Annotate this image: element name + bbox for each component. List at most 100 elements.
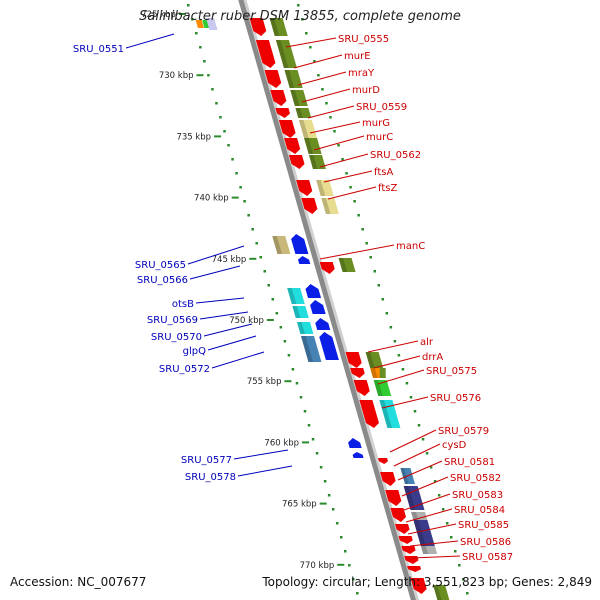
- forward-cds-arrow: [345, 352, 362, 368]
- scale-dot: [301, 18, 304, 21]
- scale-dot: [341, 158, 344, 161]
- gene-block-shade: [300, 336, 314, 362]
- gene-block: [316, 180, 334, 196]
- gene-label-right: SRU_0583: [452, 490, 503, 501]
- backbone-layer: [238, 0, 420, 600]
- scale-dot: [325, 102, 328, 105]
- scale-dot: [357, 214, 360, 217]
- forward-cds-arrow: [319, 262, 335, 274]
- gene-label-right: SRU_0585: [458, 520, 509, 531]
- scale-dot: [349, 186, 352, 189]
- gene-label-left: SRU_0565: [135, 260, 186, 271]
- label-leader: [389, 429, 437, 453]
- gene-block-shade: [272, 236, 282, 254]
- label-leader: [323, 170, 373, 183]
- scale-dot: [297, 4, 300, 7]
- forward-cds-arrow: [359, 400, 379, 428]
- gene-label-right: SRU_0575: [426, 366, 477, 377]
- label-leader: [187, 245, 245, 265]
- scale-tick-label: 725 kbp: [141, 10, 176, 20]
- forward-cds-arrow: [278, 120, 296, 138]
- gene-block-shade: [295, 108, 303, 118]
- scale-tick-label: 735 kbp: [176, 132, 211, 142]
- label-leader: [285, 37, 337, 48]
- scale-dot: [401, 368, 405, 371]
- gene-label-right: ftsZ: [378, 183, 397, 194]
- gene-label-left: SRU_0577: [181, 455, 232, 466]
- forward-cds-arrow: [270, 90, 287, 106]
- scale-dot: [291, 368, 295, 371]
- scale-dot: [227, 144, 230, 147]
- gene-block-shade: [413, 520, 426, 546]
- gene-block-shade: [298, 120, 309, 138]
- gene-label-right: murG: [362, 118, 390, 129]
- gene-label-left: SRU_0578: [185, 472, 236, 483]
- gene-block: [287, 288, 305, 304]
- accession-text: Accession: NC_007677: [10, 575, 147, 589]
- forward-cds-arrow: [284, 138, 301, 154]
- label-leader: [405, 508, 453, 523]
- gene-block-shade: [338, 258, 348, 272]
- scale-tick-label: 750 kbp: [229, 316, 264, 326]
- gene-block-shade: [308, 155, 318, 169]
- gene-block: [195, 20, 204, 28]
- label-leader: [377, 369, 425, 385]
- scale-dot: [329, 116, 332, 119]
- gene-label-right: SRU_0587: [462, 552, 513, 563]
- gene-block-shade: [373, 380, 383, 396]
- forward-cds-arrow: [401, 546, 416, 554]
- label-leader: [411, 555, 461, 559]
- gene-block: [365, 352, 384, 368]
- gene-label-left: glpQ: [183, 346, 206, 357]
- label-leader: [403, 493, 451, 511]
- scale-dot: [445, 522, 449, 525]
- scale-dot: [207, 74, 210, 77]
- scale-dot: [454, 550, 457, 553]
- scale-tick-label: 760 kbp: [264, 438, 299, 448]
- gene-block: [420, 546, 438, 554]
- scale-dot: [203, 60, 206, 63]
- gene-label-right: cysD: [442, 440, 467, 451]
- gene-block-shade: [365, 352, 375, 368]
- forward-cds-arrow: [264, 70, 282, 88]
- gene-block-shade: [304, 138, 314, 154]
- scale-dot: [433, 480, 437, 483]
- gene-block-shade: [411, 512, 419, 520]
- scale-dot: [441, 508, 445, 511]
- gene-block: [295, 108, 312, 118]
- gene-label-right: murC: [366, 132, 393, 143]
- label-leader: [199, 311, 249, 320]
- gene-block-shade: [370, 368, 378, 378]
- scale-dot: [239, 186, 242, 189]
- scale-dot: [283, 340, 287, 343]
- scale-dot: [405, 382, 409, 385]
- scale-dot: [397, 354, 401, 357]
- gene-block: [338, 258, 356, 272]
- scale-dot: [313, 60, 316, 63]
- gene-block: [284, 70, 303, 88]
- gene-label-right: SRU_0559: [356, 102, 407, 113]
- gene-block-shade: [287, 288, 297, 304]
- gene-block-shade: [292, 306, 301, 318]
- scale-dot: [303, 410, 307, 413]
- gene-block: [275, 40, 297, 68]
- gene-label-right: manC: [396, 241, 425, 252]
- label-leader: [195, 297, 245, 304]
- label-leader: [309, 121, 361, 134]
- scale-dot: [344, 550, 347, 553]
- forward-cds-arrow: [378, 458, 388, 464]
- scale-dot: [215, 102, 218, 105]
- label-leader: [233, 449, 289, 460]
- scale-dot: [425, 452, 429, 455]
- scale-dot: [377, 284, 381, 287]
- forward-cds-arrow: [407, 566, 422, 572]
- scale-dot: [287, 354, 291, 357]
- gene-label-right: alr: [420, 337, 434, 348]
- scale-dot: [309, 46, 312, 49]
- gene-block-shade: [403, 486, 416, 510]
- scale-dot: [389, 326, 393, 329]
- scale-dot: [458, 564, 461, 567]
- gene-block: [304, 138, 322, 154]
- gene-label-right: SRU_0584: [454, 505, 505, 516]
- scale-dot: [235, 172, 238, 175]
